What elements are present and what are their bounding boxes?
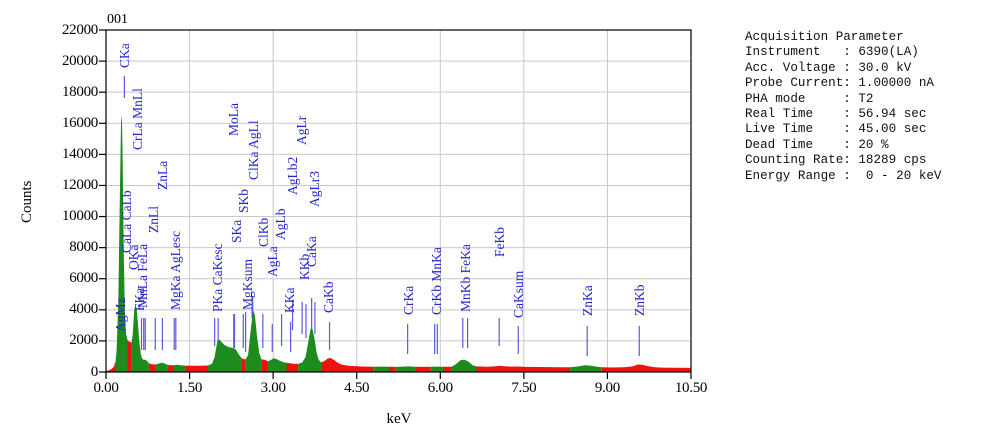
x-tick-label: 6.00	[427, 380, 453, 396]
peak-label-crka: CrKa	[400, 285, 416, 315]
peak-label-clkb: ClKb	[255, 217, 271, 247]
spectrum-segment-red	[601, 364, 691, 372]
spectrum-segment-green	[115, 114, 128, 372]
peak-label-znla: ZnLa	[154, 160, 170, 190]
spectrum-segment-green	[395, 366, 416, 372]
y-tick-label: 2000	[69, 332, 98, 349]
acquisition-panel: Acquisition Parameter Instrument : 6390(L…	[745, 30, 981, 184]
peak-label-aglr3: AgLr3	[306, 171, 322, 207]
peak-label-cakb: CaKb	[321, 281, 337, 314]
spectrum-id: 001	[107, 12, 128, 27]
acquisition-row: Counting Rate: 18289 cps	[745, 153, 927, 168]
acquisition-row: Dead Time : 20 %	[745, 137, 889, 152]
plot-frame	[105, 29, 692, 373]
y-tick-label: 8000	[69, 239, 98, 256]
spectrum-segment-green	[570, 365, 602, 372]
spectrum-segment-green	[208, 339, 242, 372]
spectrum-segment-green	[268, 358, 287, 372]
peak-label-mnkb-feka: MnKb FeKa	[457, 244, 473, 312]
peak-label-aglr: AgLr	[293, 115, 309, 145]
spectrum-segment-green	[430, 366, 444, 372]
acquisition-row: Probe Current: 1.00000 nA	[745, 76, 934, 91]
peak-label-pka-cakesc: PKa CaKesc	[209, 243, 225, 312]
spectrum-segment-red	[106, 361, 116, 372]
y-axis-title: Counts	[19, 180, 35, 223]
spectrum-segment-red	[261, 359, 269, 372]
peak-label-ska: SKa	[228, 219, 244, 243]
peak-label-znka: ZnKa	[579, 285, 595, 316]
peak-label-caka: CaKa	[303, 236, 319, 267]
spectrum-segment-red	[443, 366, 452, 372]
acquisition-title: Acquisition Parameter	[745, 30, 904, 44]
x-tick-label: 10.50	[674, 380, 708, 396]
spectrum-segment-green	[298, 328, 322, 372]
spectrum-segment-green	[131, 305, 149, 372]
y-tick-label: 14000	[61, 145, 98, 162]
spectrum-segment-red	[286, 362, 299, 372]
plot-svg	[99, 29, 692, 379]
y-tick-label: 0	[90, 363, 99, 380]
spectrum-segment-red	[476, 365, 571, 372]
spectrum-segment-red	[241, 358, 246, 372]
spectrum-segment-green	[174, 364, 186, 372]
x-tick-label: 4.50	[344, 380, 370, 396]
acquisition-row: Live Time : 45.00 sec	[745, 122, 927, 137]
spectrum-segment-red	[185, 365, 208, 372]
peak-label-agla: AgLa	[265, 246, 281, 277]
peak-label-clka-agll: ClKa AgLl	[245, 120, 261, 180]
peak-label-agmz: AgMz	[113, 297, 128, 333]
x-tick-label: 1.50	[177, 380, 203, 396]
x-tick-label: 9.00	[594, 380, 620, 396]
peak-label-crla-mnll: CrLa MnLl	[129, 88, 145, 150]
x-axis-title: keV	[386, 411, 412, 427]
y-tick-label: 22000	[61, 21, 98, 38]
acquisition-row: Instrument : 6390(LA)	[745, 45, 919, 60]
peak-label-caksum: CaKsum	[510, 270, 526, 318]
spectrum-segment-green	[245, 310, 262, 372]
peak-label-znkb: ZnKb	[632, 284, 648, 317]
acquisition-row: Real Time : 56.94 sec	[745, 107, 927, 122]
spectrum-segment-red	[321, 358, 374, 372]
spectrum-segment-red	[148, 363, 155, 372]
peak-label-crkb-mnka: CrKb MnKa	[428, 247, 444, 315]
spectrum-segment-green	[155, 362, 168, 372]
peak-label-cka: CKa	[116, 43, 132, 68]
y-tick-label: 12000	[61, 176, 98, 193]
acquisition-row: PHA mode : T2	[745, 91, 874, 106]
peak-label-fekb: FeKb	[491, 227, 507, 257]
peak-label-znll: ZnLl	[146, 206, 162, 233]
peak-label-mgka-aglesc: MgKa AgLesc	[167, 230, 183, 310]
spectrum-segment-red	[167, 364, 174, 372]
spectrum-segment-red	[127, 340, 132, 372]
y-tick-label: 10000	[61, 208, 98, 225]
y-tick-label: 18000	[61, 83, 98, 100]
y-tick-label: 4000	[69, 301, 98, 318]
spectrum-segment-green	[373, 366, 389, 372]
y-tick-label: 6000	[69, 270, 98, 287]
spectrum-chart: 001 Counts keV 0 2000 4000 6000 8000 10000 120…	[19, 12, 708, 427]
x-tick-label: 3.00	[260, 380, 286, 396]
peak-label-skb: SKb	[235, 188, 251, 213]
spectrum-segment-red	[389, 366, 396, 372]
spectrum-segment-green	[451, 359, 477, 372]
x-tick-label: 7.50	[511, 380, 537, 396]
peak-label-aglb2: AgLb2	[285, 156, 301, 195]
y-tick-label: 16000	[61, 114, 98, 131]
peak-label-mola: MoLa	[226, 103, 242, 136]
spectrum-segment-red	[415, 366, 431, 372]
peak-label-mnla-fela: MnLa FeLa	[135, 243, 151, 308]
peak-label-kka: KKa	[282, 287, 298, 314]
peak-label-aglb: AgLb	[272, 208, 288, 241]
x-tick-label: 0.00	[93, 380, 119, 396]
y-tick-label: 20000	[61, 52, 98, 69]
acquisition-row: Energy Range : 0 - 20 keV	[745, 168, 942, 183]
acquisition-row: Acc. Voltage : 30.0 kV	[745, 60, 912, 75]
peak-label-mgksum: MgKsum	[239, 258, 255, 310]
